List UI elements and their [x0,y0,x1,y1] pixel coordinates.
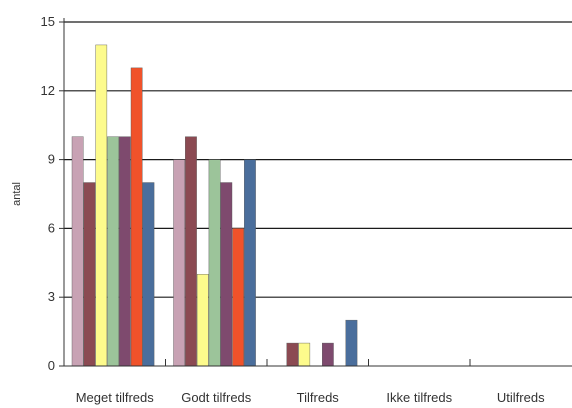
bar [83,182,96,367]
bar [345,319,358,367]
bar [95,44,108,367]
bar [107,136,119,367]
axes: 0 3 6 9 12 15 Meget tilfreds Godt tilfreds Tilfr… [41,14,572,405]
bar [244,159,256,367]
y-tick-label: 12 [41,83,55,98]
bar [286,342,299,367]
bar [130,67,143,367]
bar [71,136,84,367]
x-tick-label: Godt tilfreds [181,390,252,405]
bar [220,182,233,367]
bar [208,159,221,367]
bar [173,159,186,367]
bar [322,342,334,367]
y-tick-label: 3 [48,289,55,304]
y-tick-label: 0 [48,358,55,373]
y-axis-title: antal [11,182,23,206]
bar [142,182,155,367]
y-tick-label: 9 [48,152,55,167]
bars [71,44,358,367]
bar [298,342,311,367]
x-tick-label: Tilfreds [297,390,340,405]
x-tick-label: Ikke tilfreds [386,390,452,405]
x-tick-label: Meget tilfreds [76,390,155,405]
bar [185,136,197,367]
bar [232,228,245,367]
y-tick-label: 6 [48,220,55,235]
bar [118,136,131,367]
bar [196,274,209,367]
x-tick-label: Utilfreds [497,390,545,405]
y-tick-label: 15 [41,14,55,29]
